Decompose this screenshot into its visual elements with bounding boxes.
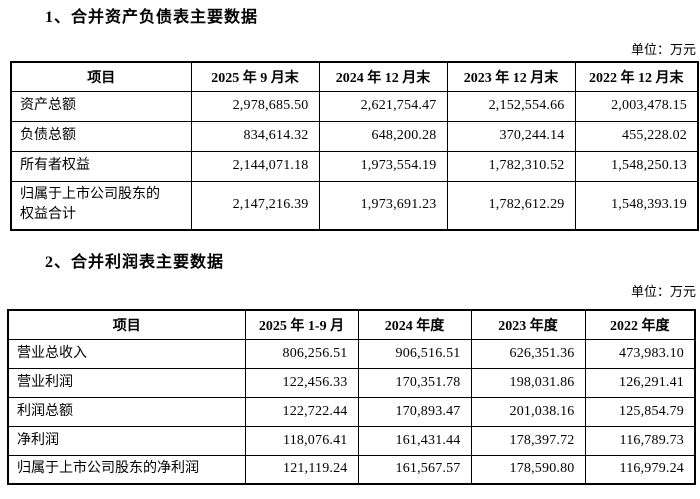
- cell-value: 2,003,478.15: [574, 90, 699, 122]
- cell-value: 121,119.24: [244, 454, 359, 485]
- section2-unit-label: 单位：万元: [630, 284, 696, 299]
- row-label: 归属于上市公司股东的净利润: [7, 454, 246, 485]
- cell-value: 648,200.28: [318, 120, 448, 152]
- table-row: 所有者权益 2,144,071.18 1,973,554.19 1,782,31…: [10, 150, 699, 182]
- row-label: 营业总收入: [7, 338, 246, 369]
- table-row: 营业总收入 806,256.51 906,516.51 626,351.36 4…: [7, 338, 696, 369]
- table-row: 归属于上市公司股东的权益合计 2,147,216.39 1,973,691.23…: [10, 180, 699, 231]
- table-header-row: 项目 2025 年 9 月末 2024 年 12 月末 2023 年 12 月末…: [10, 61, 699, 92]
- section1-title: 1、合并资产负债表主要数据: [45, 9, 259, 26]
- cell-value: 161,567.57: [357, 454, 472, 485]
- table-row: 负债总额 834,614.32 648,200.28 370,244.14 45…: [10, 120, 699, 152]
- table-row: 资产总额 2,978,685.50 2,621,754.47 2,152,554…: [10, 90, 699, 122]
- table-row: 归属于上市公司股东的净利润 121,119.24 161,567.57 178,…: [7, 454, 696, 485]
- cell-value: 2,621,754.47: [318, 90, 448, 122]
- row-label: 利润总额: [7, 396, 246, 427]
- cell-value: 370,244.14: [446, 120, 576, 152]
- cell-value: 1,782,310.52: [446, 150, 576, 182]
- cell-value: 473,983.10: [584, 338, 696, 369]
- cell-value: 170,351.78: [357, 367, 472, 398]
- column-header-item: 项目: [7, 309, 246, 340]
- column-header-2025: 2025 年 1-9 月: [244, 309, 359, 340]
- column-header-item: 项目: [10, 61, 192, 92]
- row-label: 营业利润: [7, 367, 246, 398]
- row-label: 负债总额: [10, 120, 192, 152]
- table-header-row: 项目 2025 年 1-9 月 2024 年度 2023 年度 2022 年度: [7, 309, 696, 340]
- cell-value: 161,431.44: [357, 425, 472, 456]
- cell-value: 178,397.72: [470, 425, 586, 456]
- cell-value: 125,854.79: [584, 396, 696, 427]
- cell-value: 1,973,691.23: [318, 180, 448, 231]
- cell-value: 2,978,685.50: [190, 90, 320, 122]
- column-header-2022: 2022 年度: [584, 309, 696, 340]
- cell-value: 626,351.36: [470, 338, 586, 369]
- cell-value: 178,590.80: [470, 454, 586, 485]
- row-label: 所有者权益: [10, 150, 192, 182]
- row-label: 归属于上市公司股东的权益合计: [10, 180, 192, 231]
- column-header-2023: 2023 年 12 月末: [446, 61, 576, 92]
- column-header-2024: 2024 年 12 月末: [318, 61, 448, 92]
- cell-value: 1,548,393.19: [574, 180, 699, 231]
- table-row: 利润总额 122,722.44 170,893.47 201,038.16 12…: [7, 396, 696, 427]
- cell-value: 201,038.16: [470, 396, 586, 427]
- cell-value: 170,893.47: [357, 396, 472, 427]
- column-header-2025: 2025 年 9 月末: [190, 61, 320, 92]
- table-row: 营业利润 122,456.33 170,351.78 198,031.86 12…: [7, 367, 696, 398]
- cell-value: 834,614.32: [190, 120, 320, 152]
- cell-value: 122,456.33: [244, 367, 359, 398]
- section1-unit-label: 单位：万元: [630, 42, 696, 57]
- cell-value: 2,144,071.18: [190, 150, 320, 182]
- cell-value: 122,722.44: [244, 396, 359, 427]
- cell-value: 906,516.51: [357, 338, 472, 369]
- cell-value: 118,076.41: [244, 425, 359, 456]
- income-statement-table: 项目 2025 年 1-9 月 2024 年度 2023 年度 2022 年度 …: [7, 309, 696, 485]
- column-header-2024: 2024 年度: [357, 309, 472, 340]
- cell-value: 126,291.41: [584, 367, 696, 398]
- column-header-2023: 2023 年度: [470, 309, 586, 340]
- cell-value: 1,548,250.13: [574, 150, 699, 182]
- cell-value: 2,147,216.39: [190, 180, 320, 231]
- cell-value: 116,979.24: [584, 454, 696, 485]
- cell-value: 198,031.86: [470, 367, 586, 398]
- column-header-2022: 2022 年 12 月末: [574, 61, 699, 92]
- table-row: 净利润 118,076.41 161,431.44 178,397.72 116…: [7, 425, 696, 456]
- cell-value: 455,228.02: [574, 120, 699, 152]
- cell-value: 806,256.51: [244, 338, 359, 369]
- cell-value: 1,973,554.19: [318, 150, 448, 182]
- cell-value: 2,152,554.66: [446, 90, 576, 122]
- cell-value: 1,782,612.29: [446, 180, 576, 231]
- balance-sheet-table: 项目 2025 年 9 月末 2024 年 12 月末 2023 年 12 月末…: [10, 61, 699, 231]
- row-label: 净利润: [7, 425, 246, 456]
- cell-value: 116,789.73: [584, 425, 696, 456]
- row-label: 资产总额: [10, 90, 192, 122]
- section2-title: 2、合并利润表主要数据: [45, 254, 225, 271]
